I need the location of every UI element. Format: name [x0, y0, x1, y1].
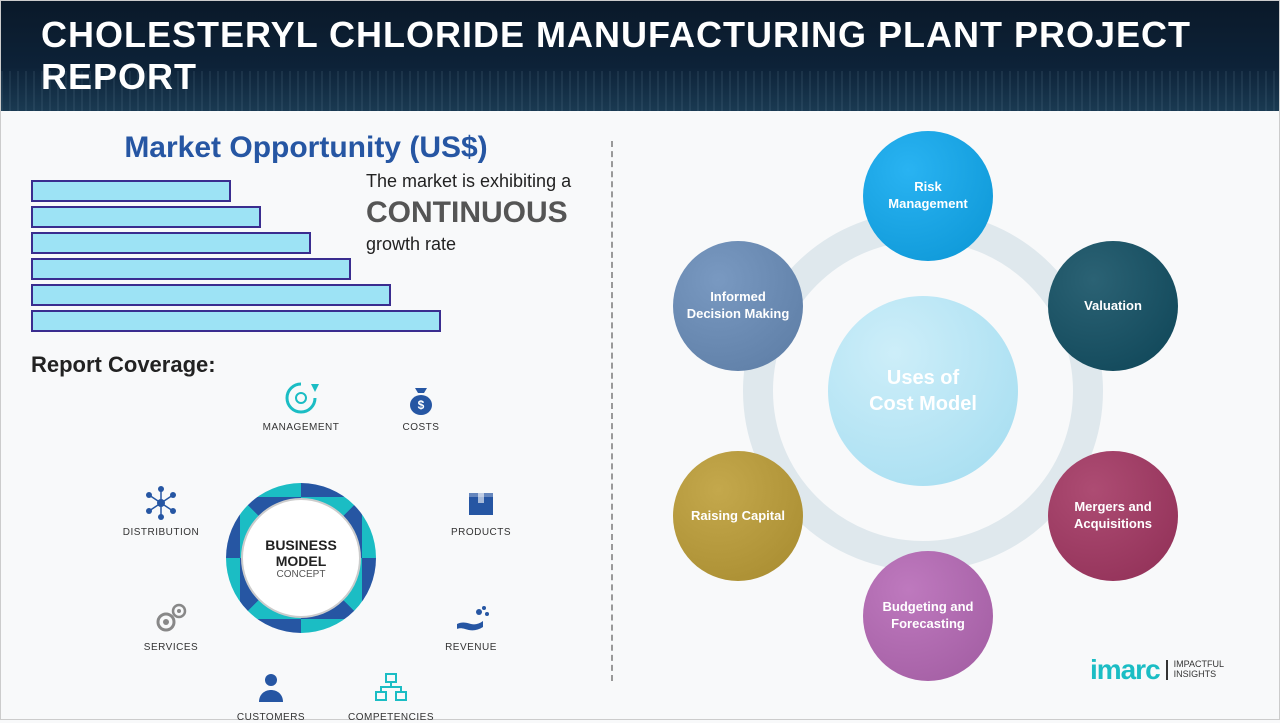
growth-line1: The market is exhibiting a — [366, 171, 626, 192]
bm-center-t2: MODEL — [276, 553, 327, 569]
market-title: Market Opportunity (US$) — [31, 131, 581, 165]
bm-item-label: DISTRIBUTION — [111, 527, 211, 538]
bm-item-revenue: REVENUE — [421, 598, 521, 653]
growth-line3: growth rate — [366, 234, 626, 255]
cycle-icon — [281, 378, 321, 418]
box-icon — [461, 483, 501, 523]
content-area: Market Opportunity (US$) The market is e… — [1, 111, 1279, 721]
bm-item-label: SERVICES — [121, 642, 221, 653]
business-model-diagram: BUSINESS MODEL CONCEPT MANAGEMENT $ COSTS P… — [31, 368, 551, 708]
bm-item-competencies: COMPETENCIES — [341, 668, 441, 723]
radial-center-l2: Cost Model — [869, 391, 977, 417]
bm-item-products: PRODUCTS — [431, 483, 531, 538]
bar — [31, 206, 261, 228]
bar — [31, 284, 391, 306]
radial-node: Raising Capital — [673, 451, 803, 581]
radial-node: Informed Decision Making — [673, 241, 803, 371]
bm-item-label: CUSTOMERS — [221, 712, 321, 723]
bm-item-label: MANAGEMENT — [251, 422, 351, 433]
radial-center-l1: Uses of — [887, 365, 959, 391]
bm-center: BUSINESS MODEL CONCEPT — [241, 498, 361, 618]
logo-tagline: IMPACTFUL INSIGHTS — [1166, 660, 1224, 680]
bm-item-label: REVENUE — [421, 642, 521, 653]
svg-text:$: $ — [418, 398, 425, 412]
bar — [31, 180, 231, 202]
brand-logo: imarc IMPACTFUL INSIGHTS — [1090, 654, 1224, 686]
radial-center: Uses of Cost Model — [828, 296, 1018, 486]
bar — [31, 310, 441, 332]
bm-center-t3: CONCEPT — [277, 569, 326, 580]
moneybag-icon: $ — [401, 378, 441, 418]
radial-diagram: Uses of Cost Model Risk Management Valuat… — [643, 131, 1203, 671]
hand-icon — [451, 598, 491, 638]
page-title: CHOLESTERYL CHLORIDE MANUFACTURING PLANT… — [41, 14, 1239, 98]
left-panel: Market Opportunity (US$) The market is e… — [31, 131, 611, 701]
person-icon — [251, 668, 291, 708]
bar — [31, 232, 311, 254]
gears-icon — [151, 598, 191, 638]
radial-node: Budgeting and Forecasting — [863, 551, 993, 681]
bm-item-label: COMPETENCIES — [341, 712, 441, 723]
header-banner: CHOLESTERYL CHLORIDE MANUFACTURING PLANT… — [1, 1, 1279, 111]
bm-item-costs: $ COSTS — [371, 378, 471, 433]
radial-node: Mergers and Acquisitions — [1048, 451, 1178, 581]
bm-item-management: MANAGEMENT — [251, 378, 351, 433]
logo-text: imarc — [1090, 654, 1160, 686]
growth-text: The market is exhibiting a CONTINUOUS gr… — [366, 171, 626, 255]
radial-node: Risk Management — [863, 131, 993, 261]
bar — [31, 258, 351, 280]
bm-item-label: COSTS — [371, 422, 471, 433]
bm-center-t1: BUSINESS — [265, 537, 337, 553]
right-panel: Uses of Cost Model Risk Management Valuat… — [613, 131, 1249, 701]
network-icon — [141, 483, 181, 523]
growth-line2: CONTINUOUS — [366, 196, 626, 230]
org-icon — [371, 668, 411, 708]
bm-item-distribution: DISTRIBUTION — [111, 483, 211, 538]
radial-node: Valuation — [1048, 241, 1178, 371]
bm-item-customers: CUSTOMERS — [221, 668, 321, 723]
bm-item-label: PRODUCTS — [431, 527, 531, 538]
bm-item-services: SERVICES — [121, 598, 221, 653]
